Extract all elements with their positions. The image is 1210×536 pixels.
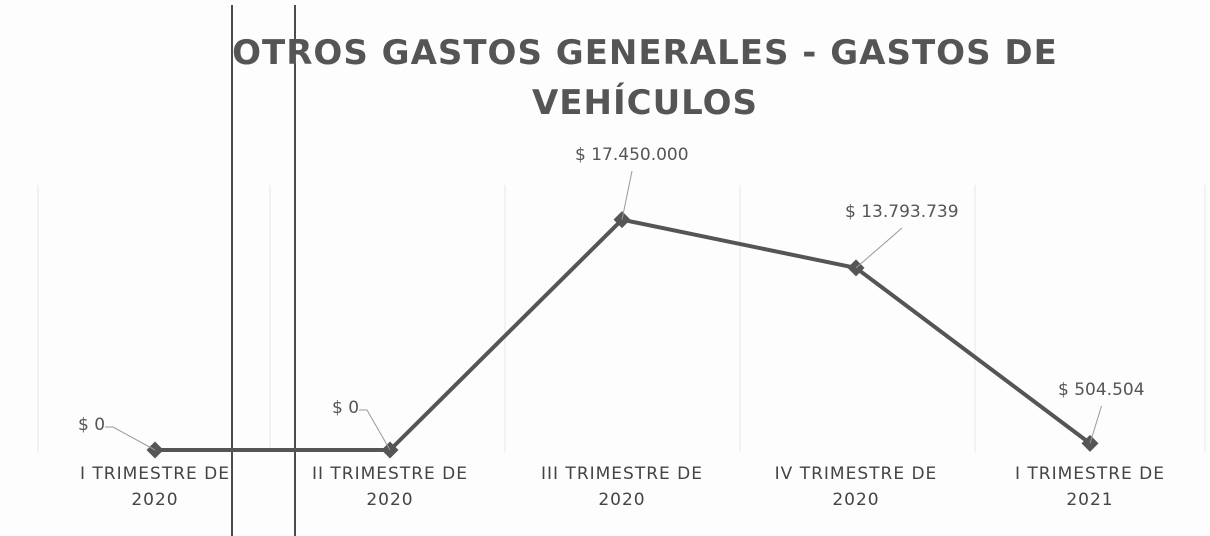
data-label: $ 504.504 bbox=[1058, 380, 1145, 400]
x-tick-label: III TRIMESTRE DE 2020 bbox=[540, 464, 704, 510]
x-tick-label: I TRIMESTRE DE 2020 bbox=[80, 464, 230, 510]
x-tick-label: IV TRIMESTRE DE 2020 bbox=[774, 464, 938, 510]
chart-title: OTROS GASTOS GENERALES - GASTOS DE VEHÍC… bbox=[232, 33, 1058, 123]
leader-line bbox=[105, 426, 156, 451]
leader-line bbox=[1089, 405, 1102, 444]
plot-frame bbox=[37, 185, 1206, 452]
data-label: $ 0 bbox=[332, 398, 360, 418]
x-tick-label: II TRIMESTRE DE 2020 bbox=[311, 464, 468, 510]
data-label: $ 13.793.739 bbox=[845, 202, 959, 222]
x-tick-label: I TRIMESTRE DE 2021 bbox=[1015, 464, 1165, 510]
leader-line bbox=[621, 170, 633, 220]
leader-line bbox=[359, 409, 391, 451]
leader-line bbox=[855, 227, 903, 269]
data-label: $ 0 bbox=[78, 415, 106, 435]
data-label: $ 17.450.000 bbox=[575, 145, 689, 165]
